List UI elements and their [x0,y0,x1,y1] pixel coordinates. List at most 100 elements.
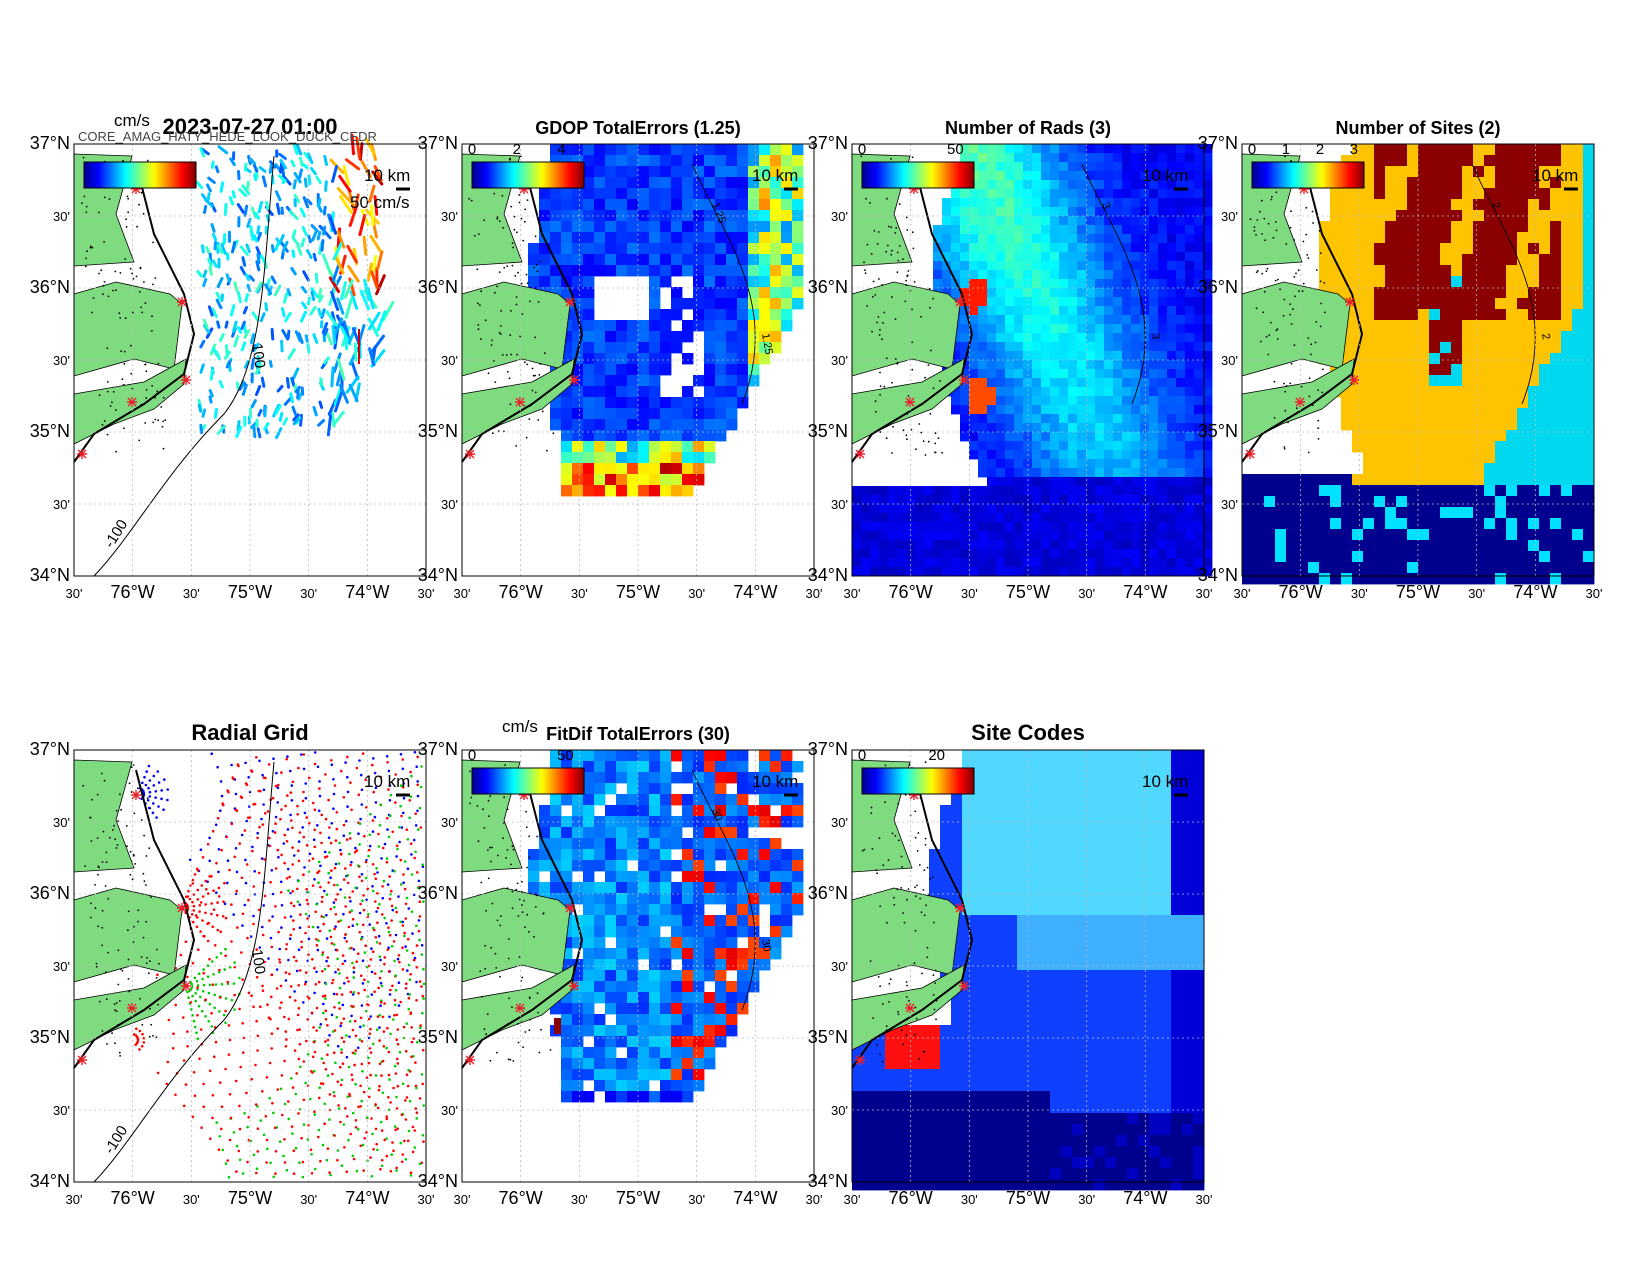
data-cell [1068,477,1078,487]
data-cell [1068,531,1078,541]
data-cell [1077,450,1087,460]
current-vector [249,225,253,235]
data-cell [726,221,738,233]
data-cell [583,430,595,442]
coastline-detail-dot [1274,221,1277,223]
data-cell [1005,261,1015,271]
data-cell [1385,298,1397,310]
data-cell [1495,364,1507,376]
coastline-detail-dot [1294,295,1296,298]
data-cell [1203,234,1213,244]
data-cell [1341,573,1353,585]
data-cell [1203,441,1213,451]
data-cell [1572,232,1584,244]
data-cell [1583,342,1595,354]
data-cell [1104,477,1114,487]
radial-grid-point [371,819,375,822]
data-cell [1319,265,1331,277]
data-cell [1561,573,1573,585]
data-cell [1374,188,1386,200]
radial-grid-point [335,811,339,814]
current-vector [211,232,218,242]
data-cell [1167,360,1177,370]
data-cell [1068,144,1078,154]
radial-grid-point [372,1148,375,1151]
coastline-detail-dot [877,231,880,233]
radial-grid-point [280,808,283,811]
data-cell [1032,414,1042,424]
radial-grid-point [206,975,210,978]
data-cell [594,397,606,409]
data-cell [1095,324,1105,334]
data-cell [1167,306,1177,316]
current-vector [201,244,205,254]
radial-grid-point [201,895,205,898]
data-cell [726,298,738,310]
data-cell [1330,188,1342,200]
data-cell [1506,507,1518,519]
data-cell [996,540,1006,550]
data-cell [1068,252,1078,262]
radial-grid-point [383,842,387,846]
data-cell [715,265,727,277]
data-cell [987,387,997,397]
data-cell [1440,320,1452,332]
data-cell [1528,386,1540,398]
data-cell [583,221,595,233]
data-cell [1451,364,1463,376]
data-cell [1005,225,1015,235]
data-cell [879,540,889,550]
data-cell [1095,207,1105,217]
radial-grid-point [298,903,302,906]
coastline-detail-dot [876,243,879,245]
data-cell [1104,333,1114,343]
data-cell [1194,225,1204,235]
data-cell [605,430,617,442]
data-cell [1131,540,1141,550]
data-cell [1440,309,1452,321]
data-cell [1176,567,1186,577]
coastline-detail-dot [1283,298,1286,301]
radial-grid-point [345,1034,348,1037]
data-cell [1176,468,1186,478]
data-cell [1149,522,1159,532]
data-cell [1140,270,1150,280]
data-cell [1167,351,1177,361]
axes-frame [1241,143,1595,577]
data-cell [1572,265,1584,277]
data-cell [638,364,650,376]
data-cell [627,364,639,376]
data-cell [924,549,934,559]
data-cell [1140,288,1150,298]
data-cell [1095,522,1105,532]
coastline-detail-dot [1317,438,1320,440]
data-cell [978,414,988,424]
radial-grid-point [251,845,254,849]
data-cell [1429,562,1441,574]
data-cell [770,210,782,222]
data-cell [1495,463,1507,475]
coastline-detail-dot [85,205,88,208]
data-cell [897,549,907,559]
data-cell [1286,485,1298,497]
data-cell [1176,261,1186,271]
data-cell [1352,518,1364,530]
current-vector [213,240,217,251]
data-cell [715,221,727,233]
data-cell [1122,414,1132,424]
data-cell [1086,243,1096,253]
data-cell [1506,232,1518,244]
data-cell [638,232,650,244]
data-cell [1014,423,1024,433]
radial-grid-point [311,958,314,961]
coastline-detail-dot [493,192,496,195]
radial-grid-point [252,1153,256,1157]
data-cell [660,221,672,233]
data-cell [1506,243,1518,255]
coastline-detail-dot [1267,222,1270,225]
data-cell [660,166,672,178]
data-cell [1014,243,1024,253]
data-cell [1068,234,1078,244]
data-cell [1407,474,1419,486]
data-cell [951,234,961,244]
